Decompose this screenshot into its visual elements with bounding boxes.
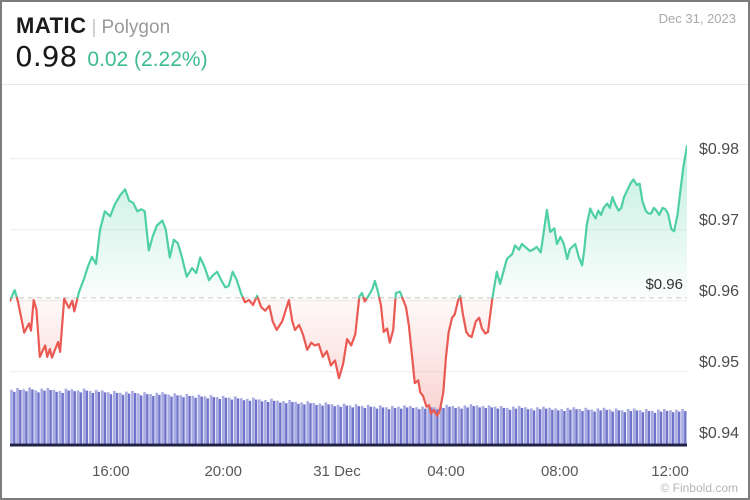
x-tick-label: 08:00 — [540, 463, 579, 480]
x-tick-label: 16:00 — [92, 463, 130, 480]
baseline-price-label: $0.96 — [645, 276, 683, 293]
y-tick-label: $0.98 — [699, 140, 740, 158]
y-tick-label: $0.95 — [699, 353, 740, 371]
chart-header: MATIC | Polygon Dec 31, 2023 0.98 0.02 (2.2… — [2, 2, 748, 85]
x-tick-label: 20:00 — [204, 463, 243, 480]
y-tick-label: $0.97 — [699, 211, 740, 229]
title-separator: | — [91, 17, 97, 38]
chart-date: Dec 31, 2023 — [658, 11, 736, 26]
asset-network: Polygon — [101, 17, 171, 38]
price-change: 0.02 (2.22%) — [87, 48, 208, 71]
x-tick-label: 31 Dec — [313, 463, 361, 480]
x-tick-label: 12:00 — [651, 463, 689, 480]
watermark: © Finbold.com — [660, 481, 738, 495]
x-tick-label: 04:00 — [427, 463, 465, 480]
y-tick-label: $0.94 — [699, 424, 740, 442]
title-row: MATIC | Polygon — [16, 13, 170, 39]
y-tick-label: $0.96 — [699, 282, 740, 300]
price-chart-svg[interactable] — [10, 102, 687, 457]
current-price: 0.98 — [15, 40, 78, 73]
asset-symbol: MATIC — [16, 13, 87, 38]
price-row: 0.98 0.02 (2.22%) — [15, 40, 208, 73]
